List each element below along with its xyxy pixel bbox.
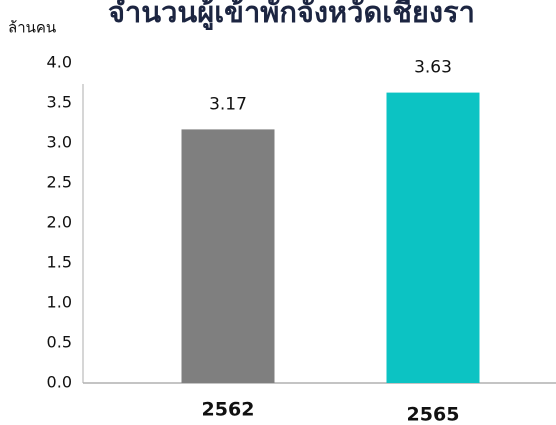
y-tick-label: 1.0 — [47, 293, 72, 312]
y-tick-label: 2.5 — [47, 173, 72, 192]
y-axis-label: ล้านคน — [8, 19, 56, 37]
chart-title: จำนวนผู้เข้าพักจังหวัดเชียงรา — [108, 0, 475, 30]
y-tick-label: 0.0 — [47, 373, 72, 392]
y-tick-label: 4.0 — [47, 53, 72, 72]
value-label: 3.63 — [414, 58, 452, 78]
x-tick-label: 2562 — [202, 399, 255, 421]
bar — [386, 92, 480, 383]
bar — [181, 129, 275, 383]
y-tick-label: 1.5 — [47, 253, 72, 272]
y-tick-label: 3.0 — [47, 133, 72, 152]
value-label: 3.17 — [209, 94, 247, 114]
y-tick-label: 3.5 — [47, 93, 72, 112]
y-tick-label: 2.0 — [47, 213, 72, 232]
y-tick-label: 0.5 — [47, 333, 72, 352]
x-tick-label: 2565 — [407, 404, 460, 425]
